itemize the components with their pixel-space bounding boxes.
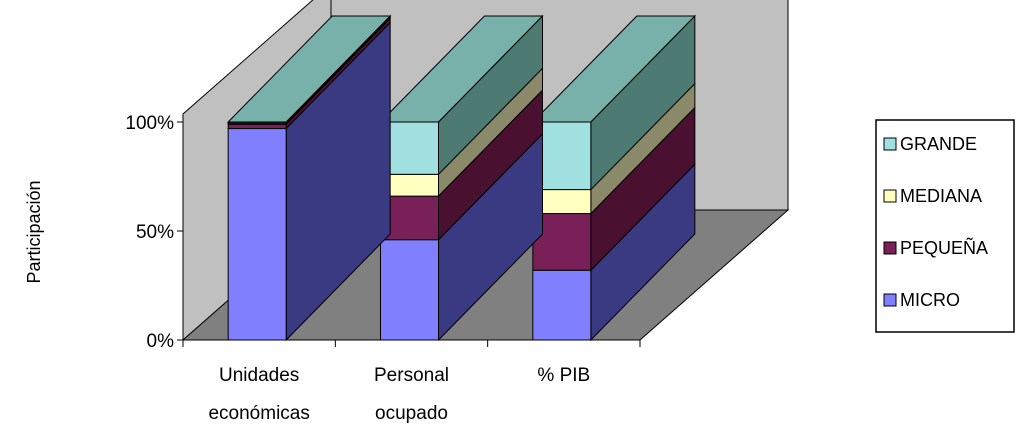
legend-swatch-grande (883, 137, 897, 151)
x-category-label: económicas (208, 403, 309, 424)
chart-labels: 0% 50% 100% Participación Unidades económicas… (24, 113, 590, 424)
y-tick-label: 50% (136, 222, 174, 243)
legend-box (875, 119, 1015, 333)
legend-label-micro: MICRO (900, 290, 960, 310)
bar-top-cap (379, 15, 544, 123)
legend-swatch-peque-a (883, 241, 897, 255)
x-category-label: % PIB (537, 365, 590, 386)
x-category-label: ocupado (375, 403, 448, 424)
bar-peque-a (227, 123, 287, 130)
x-category-label: Personal (374, 365, 449, 386)
legend-label-grande: GRANDE (900, 134, 977, 154)
legend-swatch-micro (883, 293, 897, 307)
bar-micro (380, 239, 439, 341)
y-axis-title: Participación (24, 180, 44, 283)
legend-swatch-mediana (883, 189, 897, 203)
legend-label-peque-a: PEQUEÑA (900, 237, 988, 258)
bar-micro (227, 128, 287, 341)
chart-legend: GRANDE MEDIANA PEQUEÑA MICRO (875, 119, 1015, 333)
chart-bars (226, 14, 697, 342)
bar-micro (532, 269, 592, 341)
bar-top-cap (531, 15, 697, 123)
x-category-label: Unidades (219, 365, 299, 386)
bar-top-cap (226, 15, 392, 123)
bar-stack-0 (226, 14, 392, 342)
legend-label-mediana: MEDIANA (900, 186, 982, 206)
y-tick-label: 100% (125, 113, 174, 134)
y-tick-label: 0% (147, 331, 175, 352)
